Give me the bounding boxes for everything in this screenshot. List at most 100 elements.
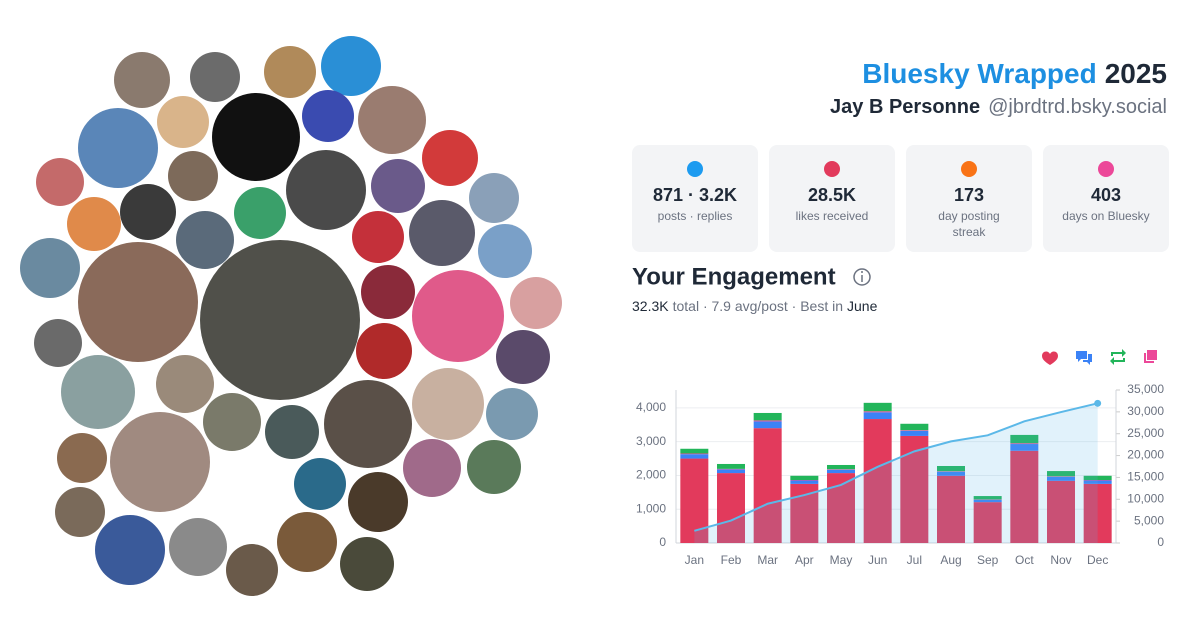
avatar [67, 197, 121, 251]
avatar [371, 159, 425, 213]
stat-value: 173 [954, 185, 984, 205]
avatar [190, 52, 240, 102]
avatar [324, 380, 412, 468]
bar-segment [754, 420, 782, 421]
x-tick-label: May [830, 553, 853, 567]
avatar [218, 464, 282, 528]
y2-tick-label: 25,000 [1127, 426, 1164, 440]
y-tick-label: 1,000 [636, 501, 666, 515]
avatar [157, 96, 209, 148]
bar-segment [790, 480, 818, 481]
x-tick-label: Aug [940, 553, 961, 567]
avatar [277, 512, 337, 572]
legend-icon [1042, 352, 1058, 365]
avatar [412, 270, 504, 362]
avatar [486, 388, 538, 440]
x-tick-label: Jun [868, 553, 887, 567]
bar-segment [900, 431, 928, 436]
avatar [469, 173, 519, 223]
stat-icon [824, 161, 840, 177]
avatar [302, 90, 354, 142]
bar-segment [864, 412, 892, 419]
avatar [348, 472, 408, 532]
avatar [61, 355, 135, 429]
avatar [212, 93, 300, 181]
engagement-title: Your Engagement [632, 263, 836, 290]
x-tick-label: Mar [757, 553, 778, 567]
avatar [34, 319, 82, 367]
x-tick-label: Jul [907, 553, 922, 567]
avatar [95, 515, 165, 585]
avatar [234, 187, 286, 239]
avatar [57, 433, 107, 483]
user-line: Jay B Personne @jbrdtrd.bsky.social [830, 96, 1167, 118]
bar-segment [680, 449, 708, 454]
x-tick-label: Sep [977, 553, 999, 567]
avatar [361, 265, 415, 319]
legend-icon [1144, 350, 1157, 363]
avatar [176, 211, 234, 269]
avatar [36, 158, 84, 206]
avatar [55, 487, 105, 537]
legend-icon [1110, 349, 1126, 365]
avatar [168, 151, 218, 201]
user-name: Jay B Personne [830, 96, 980, 118]
avatar [409, 200, 475, 266]
user-handle: @jbrdtrd.bsky.social [988, 96, 1167, 118]
bar-segment [754, 421, 782, 428]
avatar [114, 52, 170, 108]
avatar [321, 36, 381, 96]
y2-tick-label: 35,000 [1127, 382, 1164, 396]
avatar [264, 46, 316, 98]
y2-tick-label: 10,000 [1127, 491, 1164, 505]
bar-segment [864, 403, 892, 411]
avatar [20, 238, 80, 298]
bar-segment [717, 464, 745, 469]
stat-icon [687, 161, 703, 177]
avatar [286, 150, 366, 230]
summary-text: total · 7.9 avg/post · Best in [673, 298, 843, 314]
stat-value: 28.5K [808, 185, 856, 205]
x-tick-label: Nov [1050, 553, 1071, 567]
cumulative-end-dot [1094, 400, 1101, 407]
stat-value: 871 · 3.2K [653, 185, 737, 205]
y-tick-label: 2,000 [636, 468, 666, 482]
avatar [120, 184, 176, 240]
y2-tick-label: 15,000 [1127, 470, 1164, 484]
stat-label: posts · replies [658, 209, 733, 223]
info-icon [854, 269, 870, 285]
x-tick-label: Dec [1087, 553, 1108, 567]
y2-tick-label: 20,000 [1127, 448, 1164, 462]
avatar [422, 130, 478, 186]
x-tick-label: Oct [1015, 553, 1034, 567]
bar-segment [827, 465, 855, 469]
bar-segment [900, 424, 928, 430]
stat-value: 403 [1091, 185, 1121, 205]
avatar [169, 518, 227, 576]
bar-segment [900, 430, 928, 431]
avatar [510, 277, 562, 329]
avatar [496, 330, 550, 384]
x-tick-label: Feb [721, 553, 742, 567]
avatar [403, 439, 461, 497]
bar-segment [754, 413, 782, 420]
avatar [412, 368, 484, 440]
y2-tick-label: 0 [1157, 535, 1164, 549]
avatar [156, 355, 214, 413]
bar-segment [827, 469, 855, 470]
avatar [203, 393, 261, 451]
stat-label: likes received [796, 209, 869, 223]
avatar [226, 544, 278, 596]
avatar [78, 108, 158, 188]
avatar [294, 458, 346, 510]
legend-icon [1076, 351, 1092, 365]
stat-icon [1098, 161, 1114, 177]
y2-tick-label: 5,000 [1134, 513, 1164, 527]
avatar [340, 537, 394, 591]
avatar-cloud [20, 36, 562, 596]
bar-segment [717, 469, 745, 473]
